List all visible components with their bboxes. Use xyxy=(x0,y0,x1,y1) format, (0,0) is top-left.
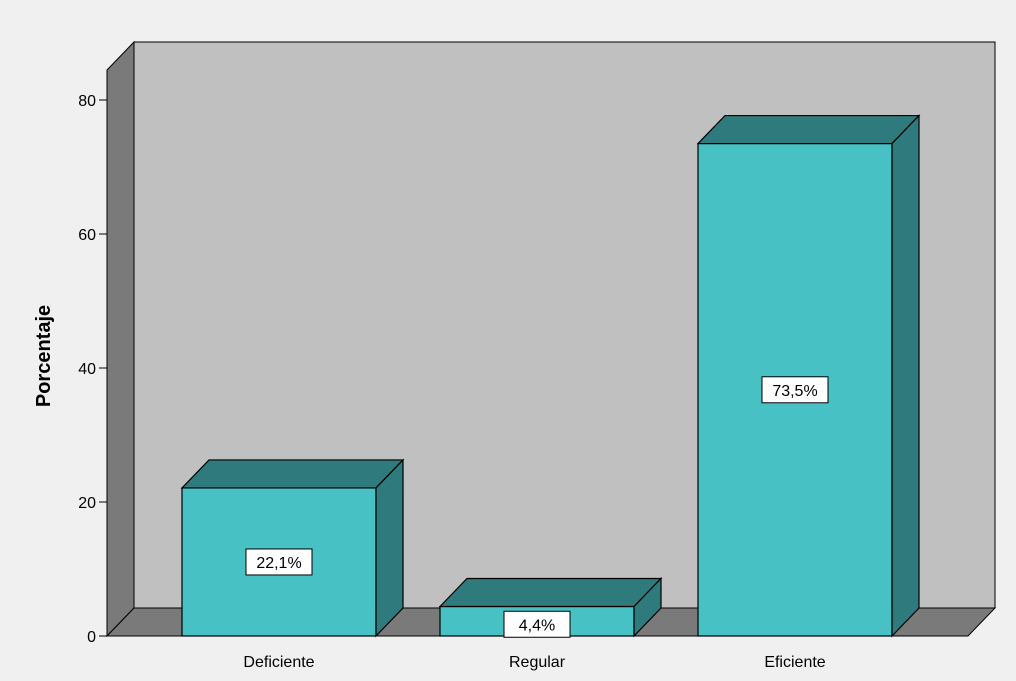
data-label: 73,5% xyxy=(772,383,817,400)
y-tick-label: 40 xyxy=(78,361,96,378)
bar-top xyxy=(180,459,405,489)
y-tick-label: 0 xyxy=(87,629,96,646)
data-label-box xyxy=(761,376,829,404)
y-tick-label: 60 xyxy=(78,227,96,244)
y-tick-label: 20 xyxy=(78,495,96,512)
bar-side xyxy=(891,114,920,638)
bar-top xyxy=(696,114,921,145)
bar: 22,1% xyxy=(180,458,405,638)
side-wall xyxy=(106,40,135,638)
y-tick-label: 80 xyxy=(78,93,96,110)
y-axis-title: Porcentaje xyxy=(33,305,55,407)
x-tick-label: Deficiente xyxy=(243,654,314,671)
bar: 4,4% xyxy=(438,577,663,638)
y-axis: 0 20 40 60 80 xyxy=(78,93,107,646)
bar-top xyxy=(438,577,663,608)
x-tick-label: Regular xyxy=(509,654,566,671)
data-label: 4,4% xyxy=(519,617,555,634)
data-label-box xyxy=(503,610,571,638)
bar: 73,5% xyxy=(696,114,921,638)
x-axis: Deficiente Regular Eficiente xyxy=(243,654,825,671)
x-tick-label: Eficiente xyxy=(764,654,825,671)
bar-side xyxy=(375,458,404,638)
bars: 22,1% 4,4% 73,5% xyxy=(180,114,921,638)
bar-side xyxy=(633,577,662,638)
data-label: 22,1% xyxy=(256,555,301,572)
data-label-box xyxy=(245,548,313,576)
